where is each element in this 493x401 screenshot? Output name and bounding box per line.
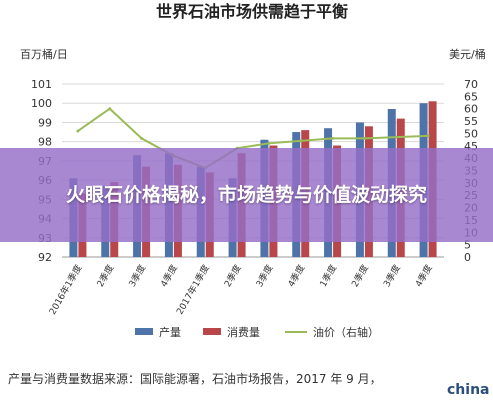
overlay-banner: 火眼石价格揭秘，市场趋势与价值波动探究 <box>0 148 493 242</box>
left-axis-tick-label: 99 <box>38 116 52 129</box>
line-point <box>108 107 112 111</box>
legend-label: 消费量 <box>227 325 260 339</box>
legend-label: 产量 <box>159 325 181 339</box>
line-point <box>267 141 271 145</box>
legend: 产量 消费量 油价（右轴） <box>135 325 379 339</box>
right-axis-unit: 美元/桶 <box>449 47 486 61</box>
right-axis-tick-label: 0 <box>464 251 471 264</box>
line-point <box>299 139 303 143</box>
x-tick-label: 4季度 <box>412 263 434 290</box>
line-point <box>394 135 398 139</box>
x-tick-label: 1季度 <box>317 263 339 290</box>
right-axis-tick-label: 55 <box>464 115 478 128</box>
legend-swatch <box>203 328 221 335</box>
right-axis-tick-label: 65 <box>464 90 478 103</box>
x-tick-label: 2017年1季度 <box>174 263 212 317</box>
x-tick-label: 4季度 <box>285 263 307 290</box>
x-tick-label: 2季度 <box>221 263 243 290</box>
legend-swatch <box>135 328 153 335</box>
left-axis-tick-label: 98 <box>38 136 52 149</box>
left-axis-tick-label: 100 <box>31 97 52 110</box>
left-axis-tick-label: 101 <box>31 78 52 91</box>
x-tick-label: 2016年1季度 <box>46 263 84 317</box>
chart-title: 世界石油市场供需趋于平衡 <box>156 2 348 21</box>
line-point <box>76 129 80 133</box>
x-tick-label: 3季度 <box>381 263 403 290</box>
x-tick-label: 4季度 <box>158 263 180 290</box>
right-axis-tick-label: 60 <box>464 103 478 116</box>
left-axis-unit: 百万桶/日 <box>20 47 68 61</box>
x-tick-label: 2季度 <box>94 263 116 290</box>
right-axis-tick-label: 50 <box>464 127 478 140</box>
line-point <box>426 134 430 138</box>
source-note: 产量与消费量数据来源：国际能源署，石油市场报告，2017 年 9 月， <box>8 371 382 386</box>
watermark: china <box>447 382 489 398</box>
x-tick-label: 2季度 <box>349 263 371 290</box>
right-axis-tick-label: 5 <box>464 239 471 252</box>
line-point <box>140 136 144 140</box>
line-point <box>331 136 335 140</box>
left-axis-tick-label: 92 <box>38 251 52 264</box>
line-series <box>77 107 429 170</box>
legend-label: 油价（右轴） <box>313 325 379 339</box>
x-tick-label: 3季度 <box>126 263 148 290</box>
line-point <box>362 136 366 140</box>
banner-headline: 火眼石价格揭秘，市场趋势与价值波动探究 <box>65 184 427 206</box>
x-tick-label: 3季度 <box>253 263 275 290</box>
right-axis-tick-label: 70 <box>464 78 478 91</box>
